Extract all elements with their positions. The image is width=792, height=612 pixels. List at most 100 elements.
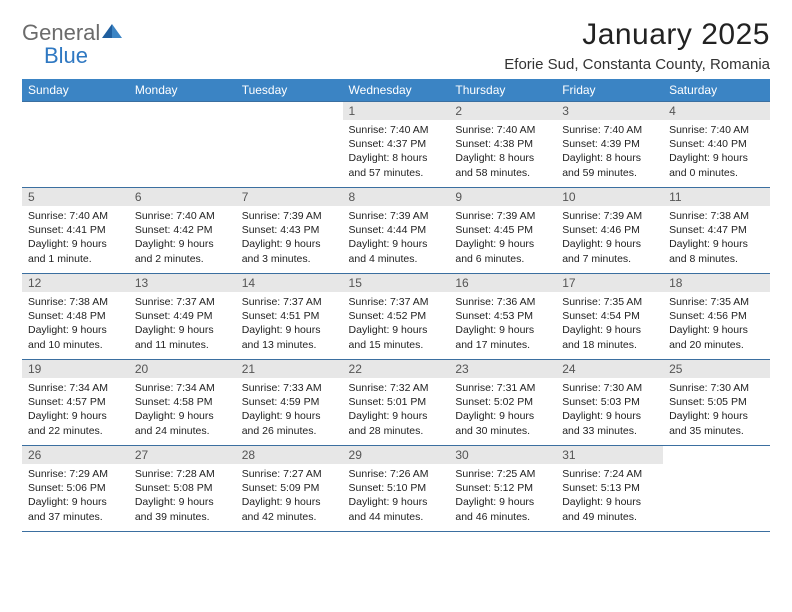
calendar-day: 18Sunrise: 7:35 AMSunset: 4:56 PMDayligh… [663, 274, 770, 360]
day-number: 19 [22, 360, 129, 378]
day-number: 18 [663, 274, 770, 292]
day-header: Tuesday [236, 79, 343, 102]
day-details: Sunrise: 7:30 AMSunset: 5:03 PMDaylight:… [556, 378, 663, 442]
calendar-day: 16Sunrise: 7:36 AMSunset: 4:53 PMDayligh… [449, 274, 556, 360]
day-details: Sunrise: 7:26 AMSunset: 5:10 PMDaylight:… [343, 464, 450, 528]
day-number: 8 [343, 188, 450, 206]
day-number: 23 [449, 360, 556, 378]
day-details: Sunrise: 7:39 AMSunset: 4:46 PMDaylight:… [556, 206, 663, 270]
day-header: Sunday [22, 79, 129, 102]
day-number: 1 [343, 102, 450, 120]
calendar-table: SundayMondayTuesdayWednesdayThursdayFrid… [22, 79, 770, 532]
day-details: Sunrise: 7:29 AMSunset: 5:06 PMDaylight:… [22, 464, 129, 528]
calendar-day: 12Sunrise: 7:38 AMSunset: 4:48 PMDayligh… [22, 274, 129, 360]
day-details: Sunrise: 7:32 AMSunset: 5:01 PMDaylight:… [343, 378, 450, 442]
logo: General Blue [22, 18, 122, 68]
day-details: Sunrise: 7:39 AMSunset: 4:44 PMDaylight:… [343, 206, 450, 270]
calendar-day: 21Sunrise: 7:33 AMSunset: 4:59 PMDayligh… [236, 360, 343, 446]
logo-triangle-icon [102, 22, 122, 43]
day-details: Sunrise: 7:37 AMSunset: 4:49 PMDaylight:… [129, 292, 236, 356]
day-number: 20 [129, 360, 236, 378]
calendar-day [236, 102, 343, 188]
day-details: Sunrise: 7:40 AMSunset: 4:40 PMDaylight:… [663, 120, 770, 184]
day-number: 13 [129, 274, 236, 292]
day-number: 14 [236, 274, 343, 292]
day-number: 31 [556, 446, 663, 464]
day-details: Sunrise: 7:28 AMSunset: 5:08 PMDaylight:… [129, 464, 236, 528]
calendar-day: 19Sunrise: 7:34 AMSunset: 4:57 PMDayligh… [22, 360, 129, 446]
day-number: 30 [449, 446, 556, 464]
calendar-day: 7Sunrise: 7:39 AMSunset: 4:43 PMDaylight… [236, 188, 343, 274]
day-details: Sunrise: 7:40 AMSunset: 4:37 PMDaylight:… [343, 120, 450, 184]
day-number: 2 [449, 102, 556, 120]
calendar-day: 24Sunrise: 7:30 AMSunset: 5:03 PMDayligh… [556, 360, 663, 446]
calendar-day: 10Sunrise: 7:39 AMSunset: 4:46 PMDayligh… [556, 188, 663, 274]
calendar-day: 1Sunrise: 7:40 AMSunset: 4:37 PMDaylight… [343, 102, 450, 188]
day-number: 15 [343, 274, 450, 292]
day-number: 9 [449, 188, 556, 206]
calendar-week: 1Sunrise: 7:40 AMSunset: 4:37 PMDaylight… [22, 102, 770, 188]
day-details: Sunrise: 7:37 AMSunset: 4:52 PMDaylight:… [343, 292, 450, 356]
calendar-day: 17Sunrise: 7:35 AMSunset: 4:54 PMDayligh… [556, 274, 663, 360]
day-number: 10 [556, 188, 663, 206]
day-number: 6 [129, 188, 236, 206]
day-number: 11 [663, 188, 770, 206]
day-number: 16 [449, 274, 556, 292]
day-header: Monday [129, 79, 236, 102]
day-number: 21 [236, 360, 343, 378]
day-header: Thursday [449, 79, 556, 102]
day-header: Wednesday [343, 79, 450, 102]
calendar-day: 9Sunrise: 7:39 AMSunset: 4:45 PMDaylight… [449, 188, 556, 274]
day-number: 26 [22, 446, 129, 464]
calendar-day: 25Sunrise: 7:30 AMSunset: 5:05 PMDayligh… [663, 360, 770, 446]
day-header: Friday [556, 79, 663, 102]
location: Eforie Sud, Constanta County, Romania [504, 56, 770, 73]
day-details: Sunrise: 7:31 AMSunset: 5:02 PMDaylight:… [449, 378, 556, 442]
calendar-day: 5Sunrise: 7:40 AMSunset: 4:41 PMDaylight… [22, 188, 129, 274]
day-details: Sunrise: 7:25 AMSunset: 5:12 PMDaylight:… [449, 464, 556, 528]
logo-text-blue: Blue [22, 43, 88, 68]
day-number: 29 [343, 446, 450, 464]
day-number: 24 [556, 360, 663, 378]
calendar-week: 12Sunrise: 7:38 AMSunset: 4:48 PMDayligh… [22, 274, 770, 360]
day-details: Sunrise: 7:27 AMSunset: 5:09 PMDaylight:… [236, 464, 343, 528]
calendar-day [22, 102, 129, 188]
day-number: 25 [663, 360, 770, 378]
calendar-week: 19Sunrise: 7:34 AMSunset: 4:57 PMDayligh… [22, 360, 770, 446]
day-details: Sunrise: 7:40 AMSunset: 4:41 PMDaylight:… [22, 206, 129, 270]
day-details: Sunrise: 7:38 AMSunset: 4:48 PMDaylight:… [22, 292, 129, 356]
day-number: 12 [22, 274, 129, 292]
day-details: Sunrise: 7:35 AMSunset: 4:54 PMDaylight:… [556, 292, 663, 356]
day-details: Sunrise: 7:40 AMSunset: 4:39 PMDaylight:… [556, 120, 663, 184]
calendar-day [663, 446, 770, 532]
day-details: Sunrise: 7:33 AMSunset: 4:59 PMDaylight:… [236, 378, 343, 442]
day-details: Sunrise: 7:40 AMSunset: 4:38 PMDaylight:… [449, 120, 556, 184]
calendar-day: 15Sunrise: 7:37 AMSunset: 4:52 PMDayligh… [343, 274, 450, 360]
day-details: Sunrise: 7:35 AMSunset: 4:56 PMDaylight:… [663, 292, 770, 356]
calendar-day: 23Sunrise: 7:31 AMSunset: 5:02 PMDayligh… [449, 360, 556, 446]
day-details: Sunrise: 7:30 AMSunset: 5:05 PMDaylight:… [663, 378, 770, 442]
day-details: Sunrise: 7:39 AMSunset: 4:45 PMDaylight:… [449, 206, 556, 270]
title-block: January 2025 Eforie Sud, Constanta Count… [504, 18, 770, 73]
day-details: Sunrise: 7:38 AMSunset: 4:47 PMDaylight:… [663, 206, 770, 270]
day-details: Sunrise: 7:34 AMSunset: 4:57 PMDaylight:… [22, 378, 129, 442]
calendar-day [129, 102, 236, 188]
calendar-day: 20Sunrise: 7:34 AMSunset: 4:58 PMDayligh… [129, 360, 236, 446]
calendar-day: 4Sunrise: 7:40 AMSunset: 4:40 PMDaylight… [663, 102, 770, 188]
calendar-day: 30Sunrise: 7:25 AMSunset: 5:12 PMDayligh… [449, 446, 556, 532]
calendar-day: 3Sunrise: 7:40 AMSunset: 4:39 PMDaylight… [556, 102, 663, 188]
day-number: 5 [22, 188, 129, 206]
day-details: Sunrise: 7:39 AMSunset: 4:43 PMDaylight:… [236, 206, 343, 270]
day-details: Sunrise: 7:34 AMSunset: 4:58 PMDaylight:… [129, 378, 236, 442]
day-number: 4 [663, 102, 770, 120]
day-details: Sunrise: 7:24 AMSunset: 5:13 PMDaylight:… [556, 464, 663, 528]
calendar-day: 6Sunrise: 7:40 AMSunset: 4:42 PMDaylight… [129, 188, 236, 274]
day-number: 17 [556, 274, 663, 292]
logo-text-general: General [22, 20, 100, 45]
day-number: 28 [236, 446, 343, 464]
calendar-day: 31Sunrise: 7:24 AMSunset: 5:13 PMDayligh… [556, 446, 663, 532]
calendar-week: 26Sunrise: 7:29 AMSunset: 5:06 PMDayligh… [22, 446, 770, 532]
calendar-day: 11Sunrise: 7:38 AMSunset: 4:47 PMDayligh… [663, 188, 770, 274]
calendar-day: 2Sunrise: 7:40 AMSunset: 4:38 PMDaylight… [449, 102, 556, 188]
calendar-day: 29Sunrise: 7:26 AMSunset: 5:10 PMDayligh… [343, 446, 450, 532]
